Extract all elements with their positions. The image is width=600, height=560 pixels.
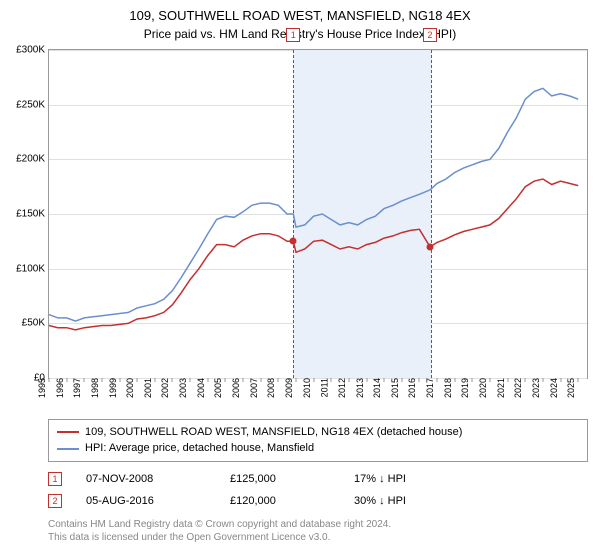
x-axis-label: 2025 bbox=[564, 378, 576, 398]
x-tick bbox=[172, 378, 173, 382]
x-axis-label: 2011 bbox=[318, 378, 330, 397]
x-tick bbox=[243, 378, 244, 382]
y-axis-label: £100K bbox=[16, 263, 49, 274]
event-dot bbox=[427, 243, 434, 250]
x-axis-label: 2010 bbox=[300, 378, 312, 398]
x-axis-label: 2012 bbox=[335, 378, 347, 398]
series-hpi bbox=[49, 88, 578, 321]
footnote: Contains HM Land Registry data © Crown c… bbox=[48, 518, 588, 544]
x-tick bbox=[295, 378, 296, 382]
x-axis-label: 2022 bbox=[511, 378, 523, 398]
chart-lines bbox=[49, 50, 587, 378]
y-axis-label: £250K bbox=[16, 99, 49, 110]
price-chart: £0£50K£100K£150K£200K£250K£300K199519961… bbox=[48, 49, 588, 379]
event-date: 07-NOV-2008 bbox=[86, 473, 206, 485]
y-axis-label: £50K bbox=[22, 318, 49, 329]
x-axis-label: 1996 bbox=[53, 378, 65, 398]
x-axis-label: 2014 bbox=[370, 378, 382, 398]
series-property bbox=[49, 179, 578, 330]
x-tick bbox=[119, 378, 120, 382]
x-axis-label: 2000 bbox=[123, 378, 135, 398]
event-row: 1 07-NOV-2008 £125,000 17% ↓ HPI bbox=[48, 472, 588, 486]
x-axis-label: 2007 bbox=[247, 378, 259, 398]
x-axis-label: 2016 bbox=[405, 378, 417, 398]
event-number: 2 bbox=[48, 494, 62, 508]
x-axis-label: 2003 bbox=[176, 378, 188, 398]
x-tick bbox=[331, 378, 332, 382]
x-axis-label: 2005 bbox=[211, 378, 223, 398]
legend-swatch bbox=[57, 431, 79, 433]
x-axis-label: 2018 bbox=[441, 378, 453, 398]
legend-item: 109, SOUTHWELL ROAD WEST, MANSFIELD, NG1… bbox=[57, 424, 579, 441]
x-axis-label: 1998 bbox=[88, 378, 100, 398]
x-tick bbox=[454, 378, 455, 382]
x-tick bbox=[560, 378, 561, 382]
x-tick bbox=[66, 378, 67, 382]
x-tick bbox=[419, 378, 420, 382]
x-tick bbox=[313, 378, 314, 382]
x-tick bbox=[366, 378, 367, 382]
x-tick bbox=[84, 378, 85, 382]
x-axis-label: 2017 bbox=[423, 378, 435, 398]
x-tick bbox=[542, 378, 543, 382]
x-axis-label: 2024 bbox=[547, 378, 559, 398]
x-axis-label: 2023 bbox=[529, 378, 541, 398]
x-tick bbox=[472, 378, 473, 382]
x-tick bbox=[384, 378, 385, 382]
event-number: 1 bbox=[48, 472, 62, 486]
x-tick bbox=[507, 378, 508, 382]
event-badge: 1 bbox=[286, 28, 300, 42]
event-date: 05-AUG-2016 bbox=[86, 495, 206, 507]
x-tick bbox=[401, 378, 402, 382]
legend-item: HPI: Average price, detached house, Mans… bbox=[57, 440, 579, 457]
x-tick bbox=[207, 378, 208, 382]
y-axis-label: £300K bbox=[16, 44, 49, 55]
x-axis-label: 2008 bbox=[264, 378, 276, 398]
legend: 109, SOUTHWELL ROAD WEST, MANSFIELD, NG1… bbox=[48, 419, 588, 462]
x-axis-label: 2021 bbox=[494, 378, 506, 398]
x-tick bbox=[225, 378, 226, 382]
x-axis-label: 2004 bbox=[194, 378, 206, 398]
footnote-line: This data is licensed under the Open Gov… bbox=[48, 531, 588, 544]
y-axis-label: £150K bbox=[16, 208, 49, 219]
page-title: 109, SOUTHWELL ROAD WEST, MANSFIELD, NG1… bbox=[12, 8, 588, 25]
event-row: 2 05-AUG-2016 £120,000 30% ↓ HPI bbox=[48, 494, 588, 508]
legend-swatch bbox=[57, 448, 79, 450]
x-axis-label: 2002 bbox=[158, 378, 170, 398]
x-tick bbox=[278, 378, 279, 382]
x-axis-label: 2001 bbox=[141, 378, 153, 398]
x-axis-label: 2015 bbox=[388, 378, 400, 398]
x-axis-label: 2009 bbox=[282, 378, 294, 398]
event-delta: 17% ↓ HPI bbox=[354, 473, 434, 485]
x-axis-label: 2019 bbox=[458, 378, 470, 398]
x-tick bbox=[190, 378, 191, 382]
x-tick bbox=[154, 378, 155, 382]
x-axis-label: 2006 bbox=[229, 378, 241, 398]
event-price: £120,000 bbox=[230, 495, 330, 507]
x-tick bbox=[260, 378, 261, 382]
y-axis-label: £200K bbox=[16, 154, 49, 165]
footnote-line: Contains HM Land Registry data © Crown c… bbox=[48, 518, 588, 531]
legend-label: 109, SOUTHWELL ROAD WEST, MANSFIELD, NG1… bbox=[85, 424, 462, 441]
event-dot bbox=[290, 238, 297, 245]
x-tick bbox=[101, 378, 102, 382]
x-tick bbox=[525, 378, 526, 382]
x-axis-label: 2020 bbox=[476, 378, 488, 398]
event-price: £125,000 bbox=[230, 473, 330, 485]
x-axis-label: 1995 bbox=[35, 378, 47, 398]
x-tick bbox=[137, 378, 138, 382]
x-axis-label: 1997 bbox=[70, 378, 82, 398]
x-tick bbox=[348, 378, 349, 382]
x-axis-label: 2013 bbox=[352, 378, 364, 398]
legend-label: HPI: Average price, detached house, Mans… bbox=[85, 440, 314, 457]
event-badge: 2 bbox=[423, 28, 437, 42]
x-tick bbox=[437, 378, 438, 382]
x-tick bbox=[578, 378, 579, 382]
x-tick bbox=[49, 378, 50, 382]
event-table: 1 07-NOV-2008 £125,000 17% ↓ HPI 2 05-AUG-201… bbox=[48, 472, 588, 508]
x-axis-label: 1999 bbox=[106, 378, 118, 398]
x-tick bbox=[489, 378, 490, 382]
event-delta: 30% ↓ HPI bbox=[354, 495, 434, 507]
